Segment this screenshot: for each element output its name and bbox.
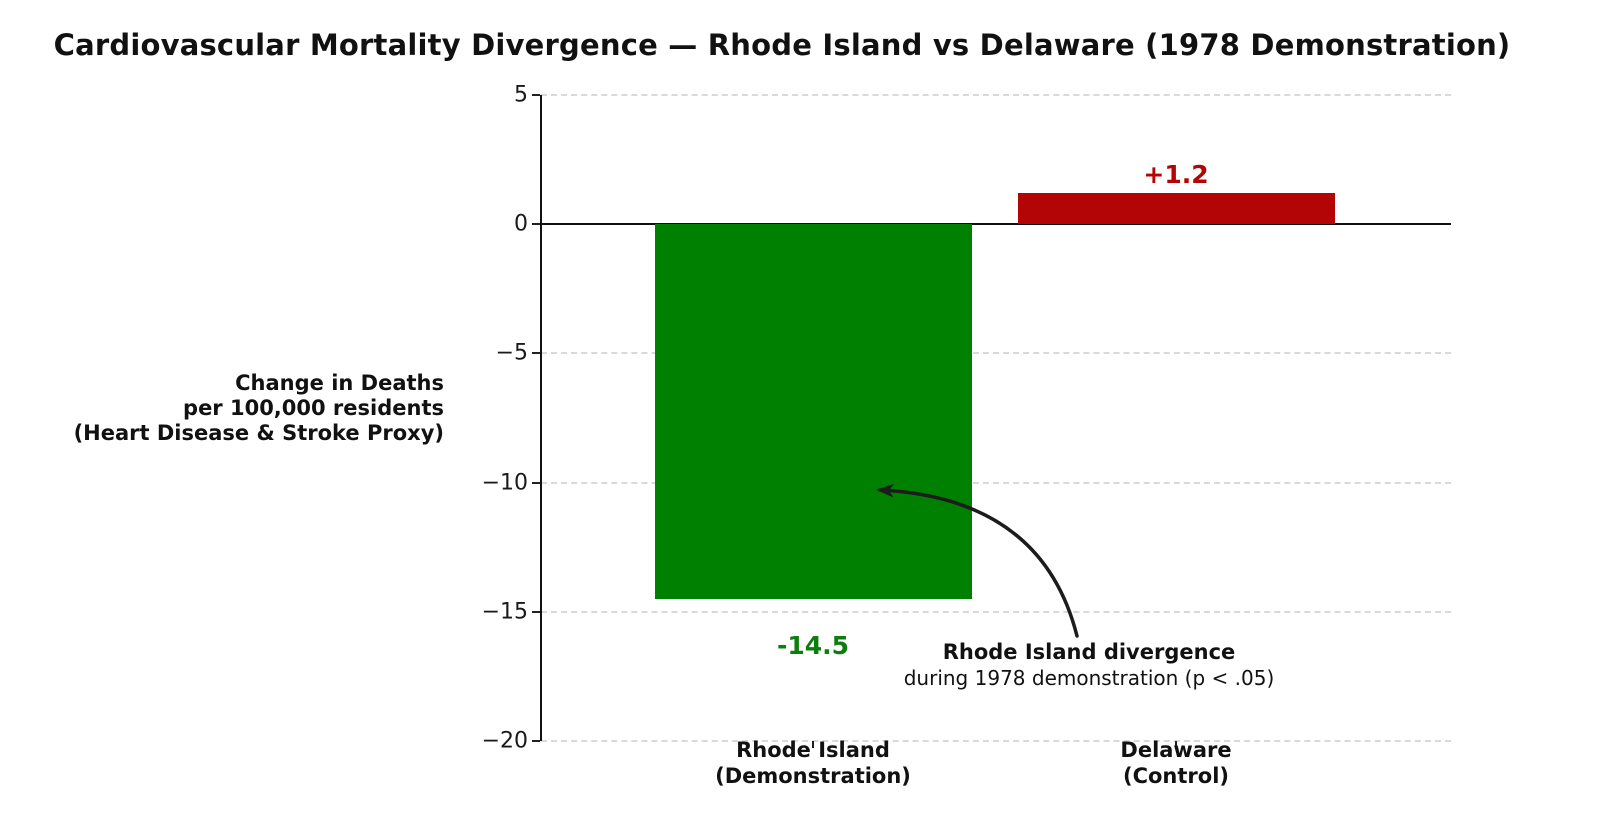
bar-delaware — [1017, 193, 1335, 225]
x-tick-mark — [812, 741, 814, 748]
x-category-label-line: Rhode Island — [736, 738, 890, 762]
bar-rhode-island — [654, 224, 972, 599]
gridline-y--10 — [541, 481, 1451, 484]
y-axis-label-line-1: Change in Deaths — [235, 371, 444, 395]
y-tick-label: −5 — [495, 340, 528, 366]
annotation-text-regular: during 1978 demonstration (p < .05) — [903, 666, 1275, 690]
y-tick-mark — [532, 610, 540, 613]
zero-line — [541, 223, 1451, 226]
x-category-label-line: Delaware — [1120, 738, 1232, 762]
y-tick-mark — [532, 223, 540, 226]
annotation: Rhode Island divergence during 1978 demo… — [904, 639, 1275, 692]
x-tick-mark — [1175, 741, 1177, 748]
y-tick-label: 5 — [514, 82, 528, 108]
x-category-label-delaware: Delaware (Control) — [1120, 737, 1231, 789]
y-axis-label-line-3: (Heart Disease & Stroke Proxy) — [73, 421, 444, 445]
y-tick-mark — [532, 352, 540, 355]
y-axis-label-line-2: per 100,000 residents — [183, 396, 444, 420]
x-category-label-rhode-island: Rhode Island (Demonstration) — [715, 737, 911, 789]
bar-value-label: +1.2 — [1143, 160, 1209, 190]
y-tick-label: 0 — [514, 211, 528, 237]
gridline-y--15 — [541, 610, 1451, 613]
gridline-y--20 — [541, 740, 1451, 742]
y-tick-mark — [532, 740, 540, 742]
y-axis-spine — [540, 95, 542, 741]
x-category-label-line: (Control) — [1122, 764, 1229, 788]
y-tick-label: −15 — [481, 599, 528, 625]
annotation-text-bold: Rhode Island divergence — [942, 640, 1236, 664]
y-tick-mark — [532, 94, 540, 96]
gridline-y-5 — [541, 94, 1451, 96]
gridline-y--5 — [541, 352, 1451, 355]
bar-value-label: -14.5 — [776, 630, 850, 660]
y-axis-label: Change in Deaths per 100,000 residents (… — [74, 371, 444, 446]
chart-title: Cardiovascular Mortality Divergence — Rh… — [53, 28, 1511, 62]
y-tick-label: −10 — [481, 470, 528, 496]
x-category-label-line: (Demonstration) — [715, 764, 911, 788]
y-tick-label: −20 — [481, 728, 528, 754]
y-tick-mark — [532, 481, 540, 484]
